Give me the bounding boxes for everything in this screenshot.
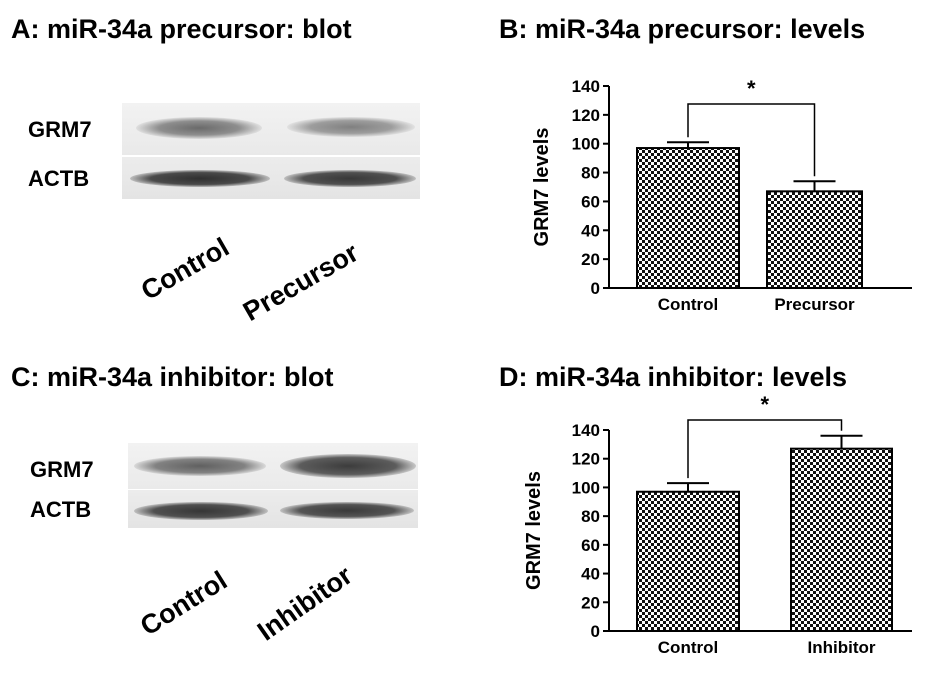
y-tick-label: 80 [581, 507, 600, 526]
y-tick-label: 40 [581, 565, 600, 584]
y-tick-label: 40 [581, 221, 600, 240]
chart-panel-d: Control Inhibitor 0 20 40 60 80 100 120 140 GRM7 l… [523, 392, 912, 657]
band-label-grm7: GRM7 [28, 117, 92, 142]
x-tick-label: Precursor [774, 295, 855, 314]
y-tick-label: 120 [572, 450, 600, 469]
y-axis-label: GRM7 levels [531, 128, 553, 247]
bar-control [636, 490, 740, 632]
significance-marker: * [760, 392, 769, 417]
bar-control [636, 147, 740, 289]
significance-bracket [687, 419, 843, 479]
y-tick-label: 120 [572, 106, 600, 125]
blot-strip-actb [128, 490, 418, 528]
y-tick-label: 20 [581, 250, 600, 269]
y-tick-label: 0 [591, 622, 600, 641]
panel-d-title: D: miR-34a inhibitor: levels [499, 362, 848, 392]
significance-marker: * [747, 76, 756, 101]
band-grm7-control [136, 117, 262, 139]
blot-strip-actb [122, 157, 420, 199]
y-tick-label: 0 [591, 279, 600, 298]
panel-c-title: C: miR-34a inhibitor: blot [11, 362, 334, 392]
band-actb-precursor [284, 170, 416, 187]
x-tick-label: Control [658, 638, 718, 657]
y-tick-label: 60 [581, 192, 600, 211]
y-tick-label: 60 [581, 536, 600, 555]
band-actb-control [134, 502, 268, 520]
y-tick-label: 140 [572, 421, 600, 440]
band-label-actb: ACTB [28, 166, 90, 191]
x-tick-label: Control [658, 295, 718, 314]
chart-panel-b: Control Precursor 0 20 40 60 80 100 120 140 GRM7 l… [531, 76, 912, 314]
band-actb-inhibitor [280, 502, 414, 519]
y-axis-label: GRM7 levels [523, 471, 545, 590]
band-label-grm7: GRM7 [30, 457, 94, 482]
y-tick-label: 80 [581, 164, 600, 183]
blot-strip-grm7 [122, 103, 420, 155]
panel-b-title: B: miR-34a precursor: levels [499, 14, 866, 44]
y-tick-label: 140 [572, 77, 600, 96]
band-grm7-inhibitor [280, 454, 416, 478]
band-grm7-control [134, 456, 266, 476]
significance-bracket [687, 103, 816, 177]
x-tick-label: Inhibitor [808, 638, 876, 657]
band-actb-control [130, 170, 270, 187]
panel-a-title: A: miR-34a precursor: blot [11, 14, 352, 44]
y-tick-label: 100 [572, 135, 600, 154]
blot-strip-grm7 [128, 443, 418, 489]
bar-inhibitor [790, 447, 893, 632]
band-label-actb: ACTB [30, 497, 92, 522]
y-tick-label: 100 [572, 478, 600, 497]
y-tick-label: 20 [581, 593, 600, 612]
band-grm7-precursor [287, 117, 415, 137]
bar-precursor [766, 190, 863, 289]
